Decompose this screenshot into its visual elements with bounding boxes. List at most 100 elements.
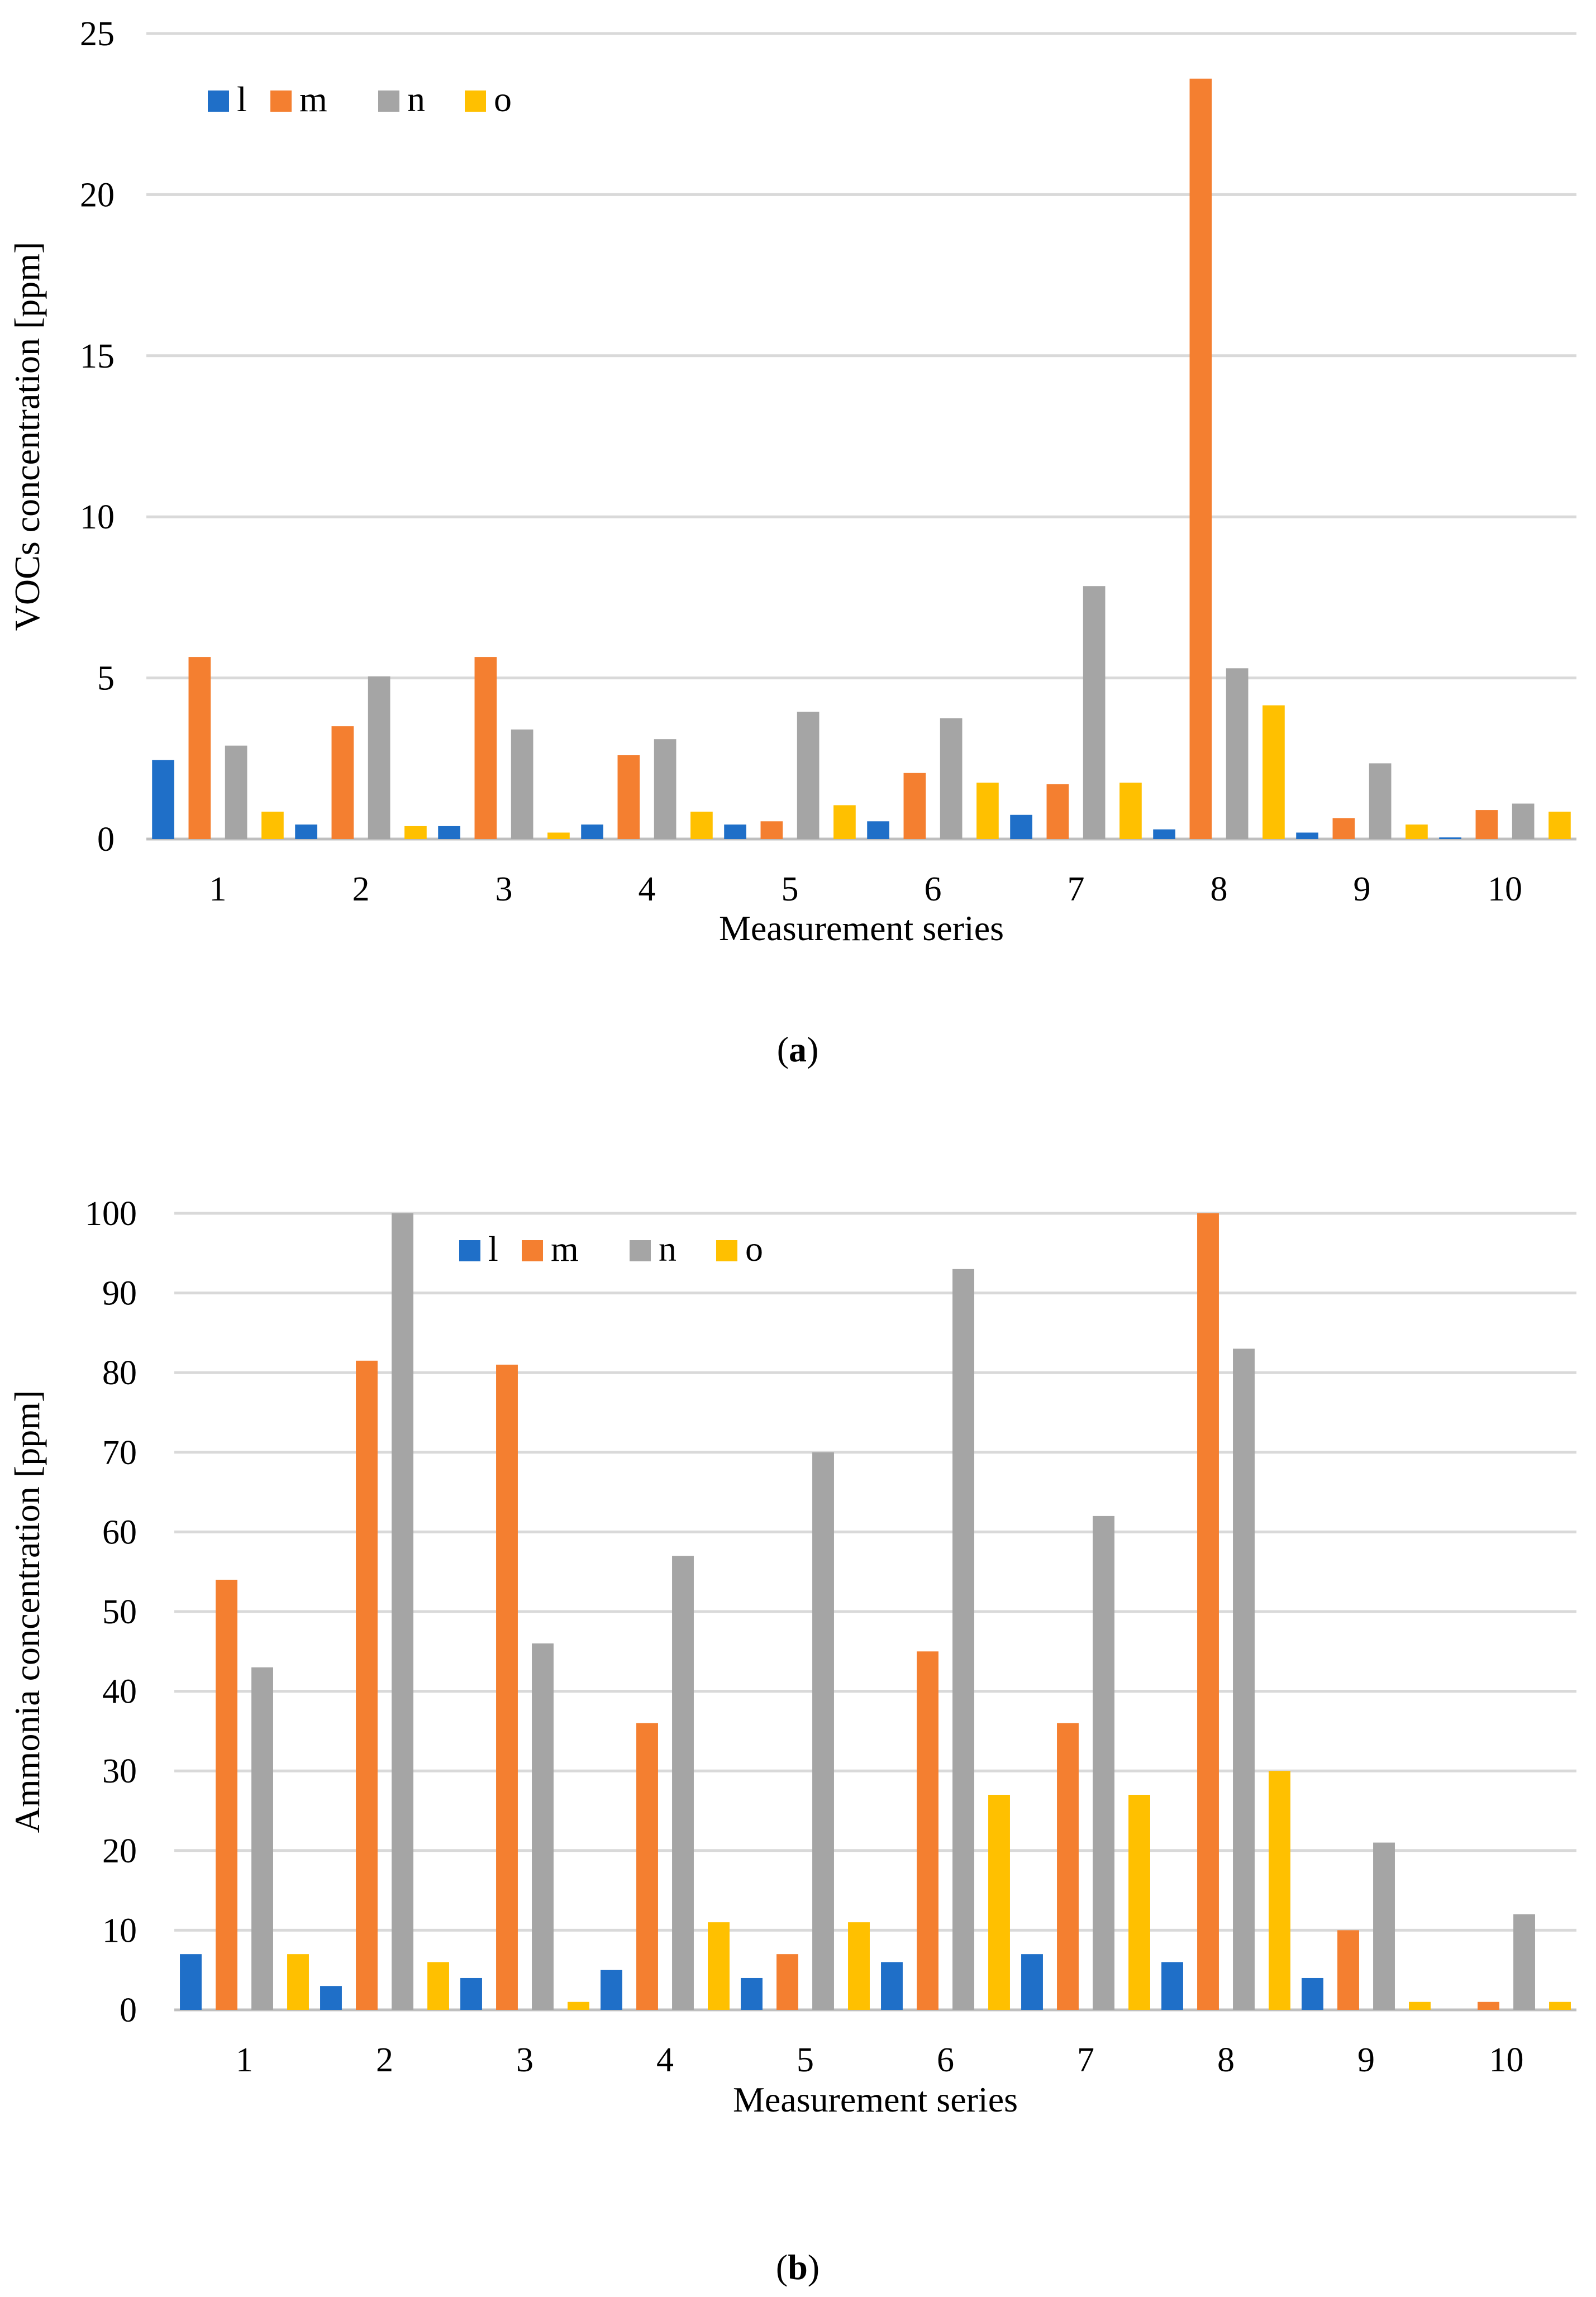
bar-series-l-cat-6	[867, 821, 889, 839]
bar-series-o-cat-2	[404, 826, 427, 839]
legend-swatch-o	[465, 90, 486, 112]
x-axis-title: Measurement series	[719, 908, 1004, 948]
y-tick-label: 100	[85, 1195, 137, 1233]
x-tick-label: 1	[209, 870, 227, 908]
bar-series-o-cat-1	[287, 1954, 309, 2010]
x-tick-label: 5	[797, 2041, 814, 2079]
bar-series-l-cat-5	[724, 825, 746, 839]
y-tick-label: 20	[102, 1832, 137, 1870]
bar-series-l-cat-4	[601, 1970, 622, 2010]
x-tick-label: 7	[1077, 2041, 1094, 2079]
chart-a-vocs: 0 5 10 15 20 25 1 2 3 4 5 6 7 8 9 10 Measurement series V…	[7, 15, 1576, 948]
y-tick-label: 5	[97, 660, 115, 698]
bar-series-o-cat-6	[976, 783, 999, 839]
x-tick-label: 10	[1489, 2041, 1524, 2079]
bar-series-o-cat-8	[1262, 705, 1285, 839]
bar-series-m-cat-7	[1046, 784, 1069, 839]
bar-series-m-cat-10	[1475, 810, 1498, 839]
bar-series-n-cat-6	[940, 718, 963, 839]
bar-series-m-cat-9	[1337, 1930, 1359, 2010]
legend: l m n o	[459, 1229, 763, 1269]
bar-series-n-cat-10	[1513, 1914, 1535, 2010]
bar-series-n-cat-8	[1226, 668, 1249, 839]
bar-series-o-cat-8	[1269, 1771, 1290, 2010]
bar-series-o-cat-9	[1406, 825, 1428, 839]
x-tick-label: 9	[1357, 2041, 1375, 2079]
bar-series-o-cat-5	[848, 1922, 870, 2010]
bar-series-m-cat-9	[1332, 818, 1355, 839]
bar-series-n-cat-6	[952, 1269, 974, 2010]
legend-label-n: n	[659, 1229, 676, 1269]
legend-label-o: o	[745, 1229, 763, 1269]
bar-series-m-cat-10	[1478, 2001, 1499, 2010]
x-tick-label: 3	[496, 870, 513, 908]
bar-series-o-cat-10	[1549, 2001, 1571, 2010]
x-tick-label: 3	[516, 2041, 533, 2079]
bar-series-o-cat-6	[988, 1794, 1010, 2010]
bar-series-n-cat-1	[225, 745, 247, 839]
x-axis-title: Measurement series	[733, 2080, 1018, 2119]
bar-series-m-cat-4	[617, 755, 640, 839]
bar-series-o-cat-3	[568, 2001, 589, 2010]
bar-series-m-cat-3	[496, 1364, 518, 2010]
bar-series-o-cat-7	[1119, 783, 1142, 839]
x-tick-label: 8	[1217, 2041, 1235, 2079]
y-tick-label: 10	[80, 498, 115, 536]
bar-series-n-cat-3	[511, 729, 533, 839]
bar-series-n-cat-9	[1369, 763, 1392, 839]
bar-series-n-cat-5	[812, 1452, 834, 2010]
y-tick-label: 40	[102, 1673, 137, 1711]
y-tick-label: 50	[102, 1593, 137, 1631]
y-tick-label: 0	[97, 821, 115, 859]
bar-series-n-cat-4	[672, 1556, 694, 2010]
bar-series-n-cat-2	[392, 1213, 413, 2010]
x-tick-label: 9	[1354, 870, 1371, 908]
legend-swatch-m	[270, 90, 292, 112]
bar-series-m-cat-1	[188, 657, 211, 839]
bar-series-l-cat-8	[1161, 1962, 1183, 2010]
bar-series-n-cat-7	[1083, 586, 1106, 839]
bar-series-m-cat-2	[331, 726, 354, 839]
x-tick-label: 8	[1211, 870, 1228, 908]
bar-series-m-cat-3	[474, 657, 497, 839]
bar-series-m-cat-1	[216, 1579, 237, 2010]
bar-series-l-cat-2	[320, 1986, 342, 2010]
legend-label-o: o	[494, 79, 512, 119]
legend-label-l: l	[488, 1229, 498, 1269]
y-tick-label: 70	[102, 1434, 137, 1472]
y-tick-label: 25	[80, 15, 115, 53]
legend-swatch-m	[522, 1240, 543, 1261]
bar-series-o-cat-10	[1549, 811, 1571, 839]
y-tick-label: 20	[80, 176, 115, 214]
bar-series-l-cat-9	[1296, 832, 1318, 839]
bar-series-n-cat-9	[1373, 1842, 1395, 2010]
legend: l m n o	[208, 79, 512, 119]
bar-series-o-cat-4	[690, 811, 713, 839]
bar-series-n-cat-4	[654, 739, 676, 839]
bar-series-l-cat-10	[1439, 837, 1461, 839]
bar-series-m-cat-2	[356, 1360, 378, 2010]
y-tick-label: 30	[102, 1752, 137, 1790]
bar-series-n-cat-3	[532, 1643, 554, 2010]
y-tick-label: 90	[102, 1275, 137, 1313]
x-tick-label: 2	[352, 870, 370, 908]
bar-series-m-cat-4	[636, 1723, 658, 2010]
legend-swatch-l	[459, 1240, 480, 1261]
legend-label-m: m	[551, 1229, 579, 1269]
bar-series-o-cat-4	[708, 1922, 730, 2010]
bar-series-m-cat-5	[776, 1954, 798, 2010]
bar-series-o-cat-1	[261, 811, 284, 839]
bar-series-o-cat-2	[427, 1962, 449, 2010]
legend-swatch-l	[208, 90, 229, 112]
y-tick-label: 10	[102, 1912, 137, 1950]
bar-series-l-cat-3	[438, 826, 460, 839]
bar-series-l-cat-7	[1021, 1954, 1043, 2010]
bar-series-n-cat-1	[251, 1667, 273, 2010]
legend-label-l: l	[237, 79, 247, 119]
y-tick-label: 15	[80, 337, 115, 375]
y-tick-label: 0	[120, 1991, 137, 2029]
legend-label-m: m	[299, 79, 327, 119]
bar-series-l-cat-4	[581, 825, 603, 839]
bar-series-n-cat-8	[1233, 1348, 1255, 2010]
